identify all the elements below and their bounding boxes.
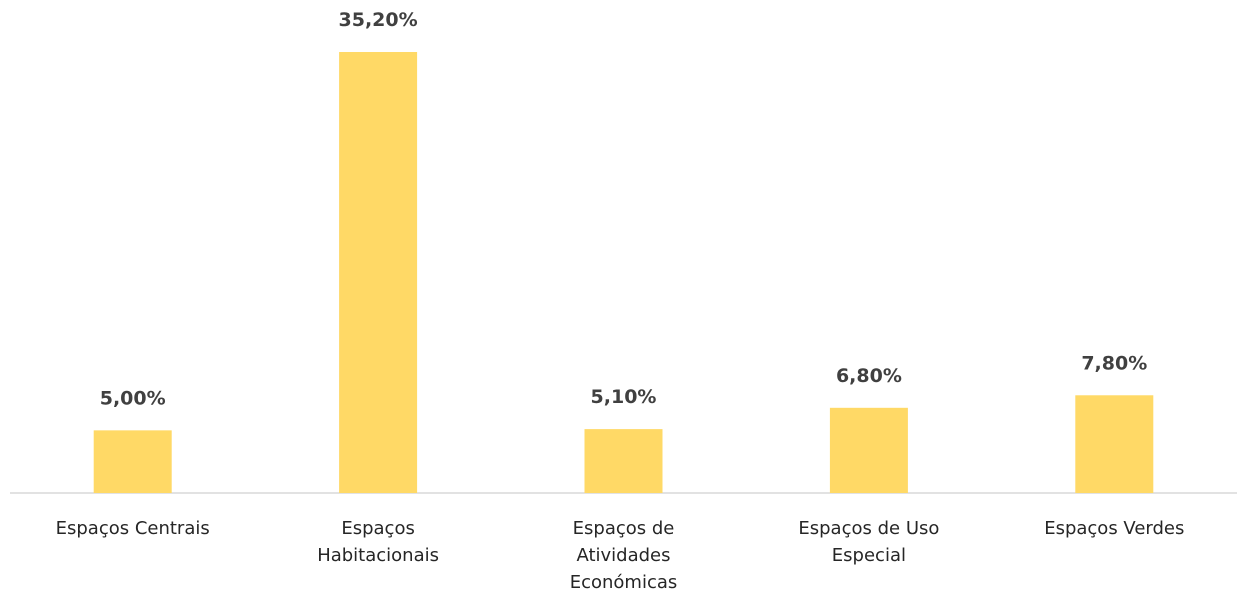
value-label: 5,00% <box>100 387 166 409</box>
x-tick-label: Espaços de Atividades Económicas <box>569 518 678 593</box>
value-label: 7,80% <box>1081 352 1147 374</box>
bar <box>829 407 908 493</box>
value-label: 6,80% <box>836 365 902 387</box>
x-tick-label: Espaços Centrais <box>55 518 210 539</box>
value-label: 35,20% <box>339 9 418 31</box>
x-tick-label: Espaços Verdes <box>1044 518 1185 539</box>
bar <box>93 430 172 493</box>
x-tick-label: Espaços de Uso Especial <box>798 518 940 566</box>
bar <box>339 52 418 493</box>
bar <box>1075 395 1154 493</box>
bar <box>584 429 663 493</box>
value-label: 5,10% <box>591 386 657 408</box>
x-tick-label: Espaços Habitacionais <box>317 518 439 566</box>
